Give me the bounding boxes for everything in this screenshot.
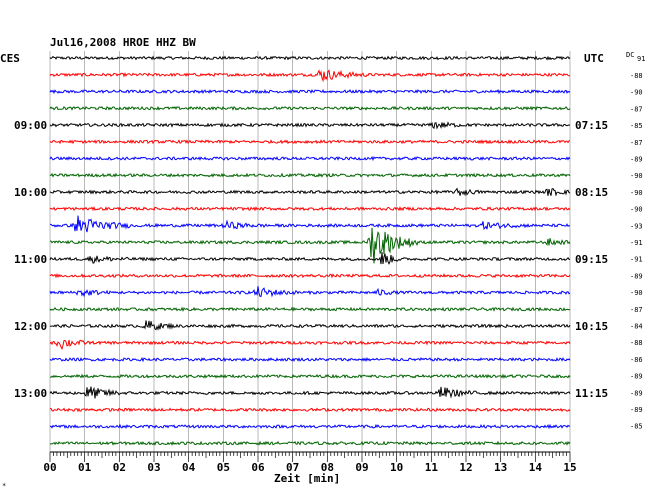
trace-row-11 <box>49 227 571 264</box>
right-time-labels: 07:15 08:15 09:15 10:15 11:15 <box>575 119 608 400</box>
dc-header: DC <box>626 51 634 59</box>
left-time-labels: 09:00 10:00 11:00 12:00 13:00 <box>14 119 47 400</box>
dc-value-9: -93 <box>630 222 643 230</box>
trace-row-8 <box>49 187 571 197</box>
left-time-label-3: 12:00 <box>14 320 47 333</box>
trace-row-10 <box>50 215 571 233</box>
trace-row-14 <box>49 286 571 298</box>
left-timezone-label: CES <box>0 52 20 65</box>
dc-value-13: -90 <box>630 289 643 297</box>
x-tick-label-06: 06 <box>251 461 265 474</box>
dc-value-18: -89 <box>630 373 643 381</box>
trace-row-21 <box>49 407 571 413</box>
x-tick-label-11: 11 <box>425 461 439 474</box>
x-tick-label-14: 14 <box>529 461 543 474</box>
x-tick-label-09: 09 <box>355 461 368 474</box>
trace-row-13 <box>49 273 571 279</box>
x-tick-label-07: 07 <box>286 461 299 474</box>
trace-row-3 <box>49 105 571 111</box>
x-tick-label-05: 05 <box>217 461 230 474</box>
trace-row-12 <box>49 252 571 265</box>
dc-value-labels: -88 -90 -87 -85 -87 -89 -90 -90 -90 -93 -91 -91 -89 -… <box>630 72 643 431</box>
x-tick-label-03: 03 <box>147 461 160 474</box>
dc-value-11: -91 <box>630 256 643 264</box>
trace-row-18 <box>49 356 571 363</box>
x-tick-label-08: 08 <box>321 461 334 474</box>
x-axis: 00 01 02 03 04 05 06 07 08 09 10 11 12 13 14 15 <box>43 451 577 474</box>
dc-value-15: -84 <box>630 323 643 331</box>
dc-value-17: -86 <box>630 356 643 364</box>
chart-title: Jul16,2008 HROE HHZ BW <box>50 36 196 49</box>
x-tick-label-00: 00 <box>43 461 56 474</box>
seismic-traces <box>49 55 571 446</box>
dc-value-7: -90 <box>630 189 643 197</box>
trace-row-4 <box>49 121 571 130</box>
trace-row-5 <box>49 139 571 145</box>
dc-value-3: -85 <box>630 122 643 130</box>
trace-row-20 <box>49 386 571 399</box>
time-gridlines <box>49 51 571 452</box>
x-tick-label-10: 10 <box>390 461 403 474</box>
dc-value-1: -90 <box>630 89 643 97</box>
trace-row-22 <box>49 423 571 430</box>
left-time-label-1: 10:00 <box>14 186 47 199</box>
dc-header-value: 91 <box>637 55 645 63</box>
trace-row-19 <box>49 373 571 379</box>
right-time-label-3: 10:15 <box>575 320 608 333</box>
dc-value-0: -88 <box>630 72 643 80</box>
trace-row-9 <box>49 206 571 212</box>
trace-row-2 <box>49 88 571 95</box>
dc-value-20: -89 <box>630 406 643 414</box>
right-time-label-0: 07:15 <box>575 119 608 132</box>
x-tick-label-12: 12 <box>459 461 472 474</box>
right-timezone-label: UTC <box>584 52 604 65</box>
x-tick-label-02: 02 <box>113 461 126 474</box>
dc-value-2: -87 <box>630 105 643 113</box>
x-tick-label-01: 01 <box>78 461 92 474</box>
trace-row-15 <box>49 306 571 313</box>
dc-value-6: -90 <box>630 172 643 180</box>
trace-row-17 <box>49 339 571 351</box>
x-tick-label-15: 15 <box>563 461 576 474</box>
dc-value-16: -88 <box>630 339 643 347</box>
trace-row-1 <box>49 69 571 83</box>
dc-value-19: -89 <box>630 389 643 397</box>
dc-value-10: -91 <box>630 239 643 247</box>
dc-value-12: -89 <box>630 272 643 280</box>
dc-value-21: -85 <box>630 423 643 431</box>
x-axis-label: Zeit [min] <box>274 472 340 485</box>
dc-value-4: -87 <box>630 139 643 147</box>
right-time-label-1: 08:15 <box>575 186 608 199</box>
dc-value-14: -87 <box>630 306 643 314</box>
x-tick-label-04: 04 <box>182 461 196 474</box>
left-time-label-2: 11:00 <box>14 253 47 266</box>
trace-row-7 <box>49 172 571 178</box>
right-time-label-4: 11:15 <box>575 387 608 400</box>
footer-mark: * <box>2 482 6 490</box>
dc-value-5: -89 <box>630 156 643 164</box>
right-time-label-2: 09:15 <box>575 253 608 266</box>
trace-row-16 <box>49 320 571 331</box>
dc-value-8: -90 <box>630 206 643 214</box>
trace-row-6 <box>49 155 571 162</box>
trace-row-23 <box>49 440 571 446</box>
left-time-label-0: 09:00 <box>14 119 47 132</box>
x-tick-label-13: 13 <box>494 461 507 474</box>
left-time-label-4: 13:00 <box>14 387 47 400</box>
trace-row-0 <box>49 55 571 61</box>
